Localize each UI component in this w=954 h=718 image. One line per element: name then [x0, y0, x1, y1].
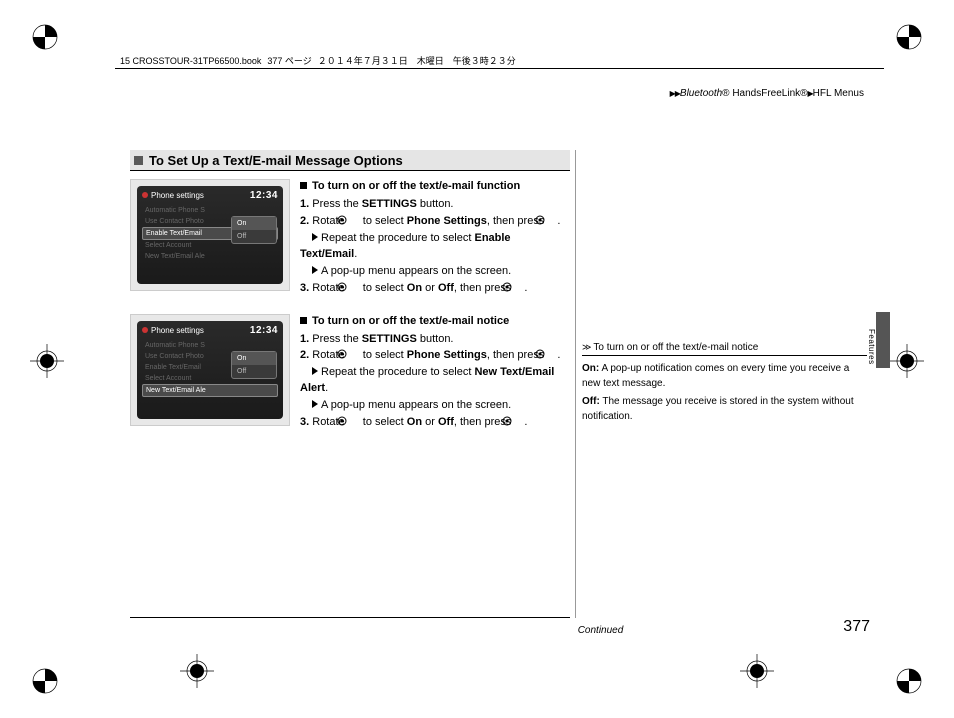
square-bullet-icon: [300, 182, 307, 189]
registration-mark-icon: [890, 344, 924, 378]
header-date-jp: ２０１４年７月３１日 木曜日 午後３時２３分: [318, 54, 516, 67]
screen-title: Phone settings: [151, 326, 204, 335]
sidenote-head-text: To turn on or off the text/e-mail notice: [593, 342, 758, 353]
breadcrumb-c: HFL Menus: [813, 88, 864, 99]
continued-label: Continued: [130, 625, 843, 636]
section-title: To Set Up a Text/E-mail Message Options: [130, 150, 570, 171]
square-bullet-icon: [300, 317, 307, 324]
chevron-right-icon: ▶▶: [670, 89, 680, 98]
dial-icon: [348, 282, 360, 292]
phone-screenshot-2: Phone settings 12:34 Automatic Phone SUs…: [130, 314, 290, 433]
crop-mark-icon: [30, 22, 60, 52]
sidenote-off-label: Off:: [582, 396, 600, 407]
screen-menu-item: New Text/Email Ale: [142, 384, 278, 397]
screen-menu-item: Automatic Phone S: [142, 205, 278, 216]
sidenote-on-label: On:: [582, 363, 599, 374]
side-label: Features: [867, 329, 876, 365]
press-icon: [514, 416, 524, 426]
breadcrumb-a: Bluetooth: [680, 88, 722, 99]
triangle-bullet-icon: [312, 367, 318, 375]
thumb-tab: [876, 312, 890, 368]
sidenote-off-text: The message you receive is stored in the…: [582, 396, 854, 422]
block1-head: To turn on or off the text/e-mail functi…: [312, 179, 520, 195]
screen-menu-item: New Text/Email Ale: [142, 251, 278, 262]
triangle-bullet-icon: [312, 266, 318, 274]
header-rule: [115, 68, 884, 69]
press-icon: [547, 215, 557, 225]
dial-icon: [348, 416, 360, 426]
press-icon: [547, 349, 557, 359]
triangle-bullet-icon: [312, 400, 318, 408]
popup-off: Off: [232, 230, 276, 243]
dot-icon: [142, 327, 148, 333]
instructions-block-2: To turn on or off the text/e-mail notice…: [300, 314, 570, 433]
crop-mark-icon: [30, 666, 60, 696]
popup-off: Off: [232, 365, 276, 378]
block2-head: To turn on or off the text/e-mail notice: [312, 314, 509, 330]
dial-icon: [348, 349, 360, 359]
screen-title: Phone settings: [151, 191, 204, 200]
phone-screenshot-1: Phone settings 12:34 Automatic Phone SUs…: [130, 179, 290, 298]
square-bullet-icon: [134, 156, 143, 165]
sidenote-body: On: A pop-up notification comes on every…: [582, 362, 867, 424]
registration-mark-icon: [30, 344, 64, 378]
section-title-text: To Set Up a Text/E-mail Message Options: [149, 153, 403, 168]
header-file: 15 CROSSTOUR-31TP66500.book: [120, 56, 261, 66]
popup-on: On: [232, 352, 276, 365]
press-icon: [514, 282, 524, 292]
dial-icon: [348, 215, 360, 225]
header-page-jp: 377 ページ: [267, 54, 311, 67]
screen-time: 12:34: [250, 190, 278, 201]
print-header: 15 CROSSTOUR-31TP66500.book 377 ページ ２０１４…: [120, 54, 516, 67]
crop-mark-icon: [894, 666, 924, 696]
dot-icon: [142, 192, 148, 198]
page-number: 377: [843, 618, 870, 636]
screen-time: 12:34: [250, 325, 278, 336]
breadcrumb: ▶▶Bluetooth® HandsFreeLink®▶HFL Menus: [670, 88, 864, 99]
triangle-bullet-icon: [312, 233, 318, 241]
crop-mark-icon: [894, 22, 924, 52]
registration-mark-icon: [740, 654, 774, 688]
screen-menu-item: Automatic Phone S: [142, 340, 278, 351]
sidenote-heading: ≫ To turn on or off the text/e-mail noti…: [582, 342, 867, 356]
popup-on: On: [232, 217, 276, 230]
registration-mark-icon: [180, 654, 214, 688]
breadcrumb-b: HandsFreeLink: [732, 88, 800, 99]
sidenote-on-text: A pop-up notification comes on every tim…: [582, 363, 849, 389]
instructions-block-1: To turn on or off the text/e-mail functi…: [300, 179, 570, 298]
note-marker-icon: ≫: [582, 342, 589, 353]
